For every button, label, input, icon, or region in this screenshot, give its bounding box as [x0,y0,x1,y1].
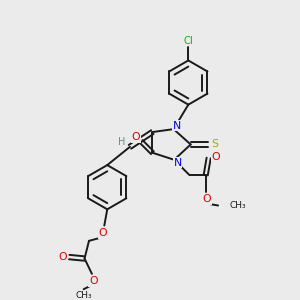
Text: O: O [89,276,98,286]
Text: H: H [118,136,125,146]
Text: CH₃: CH₃ [229,201,246,210]
Text: CH₃: CH₃ [75,291,92,300]
Text: N: N [174,158,182,168]
Text: Cl: Cl [183,36,193,46]
Text: O: O [131,132,140,142]
Text: N: N [173,121,181,130]
Text: O: O [99,228,107,238]
Text: S: S [211,140,218,149]
Text: O: O [212,152,220,161]
Text: O: O [202,194,211,204]
Text: O: O [58,252,67,262]
